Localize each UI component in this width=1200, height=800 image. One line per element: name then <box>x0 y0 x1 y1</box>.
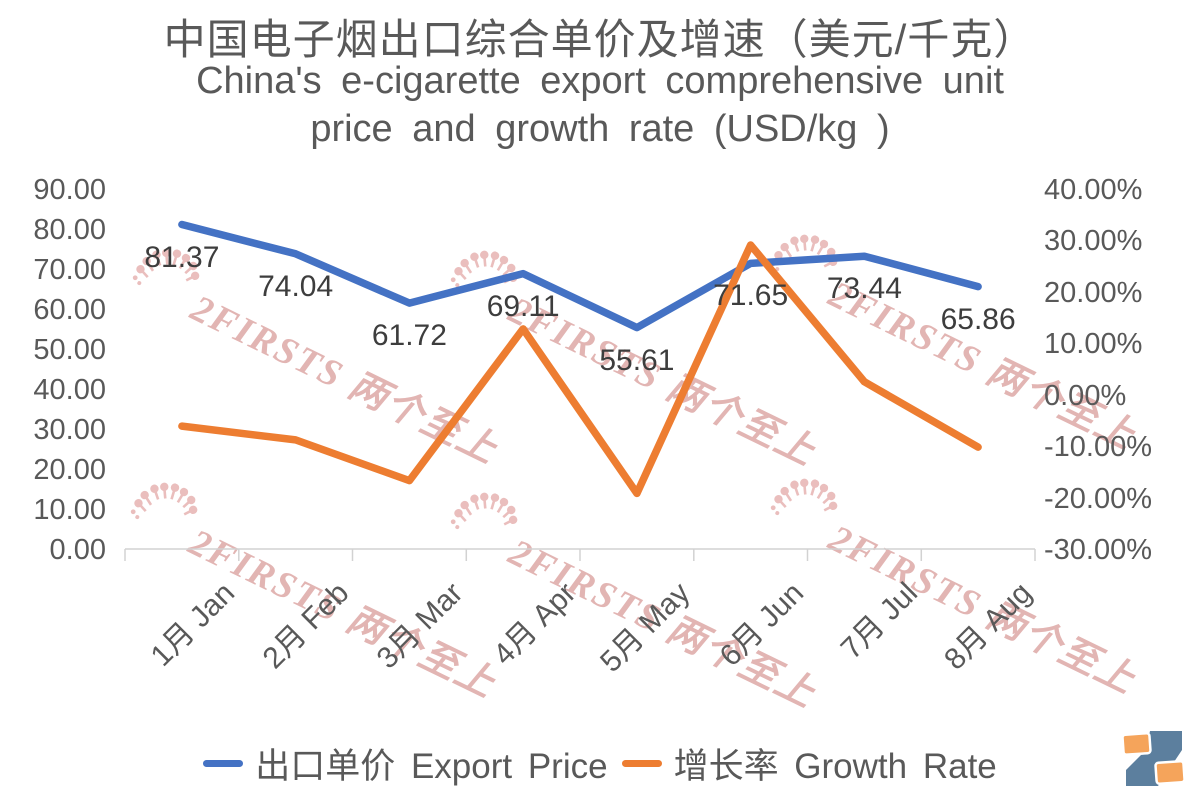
watermark: 2FIRSTS 两个至上 <box>439 238 833 476</box>
dandelion-icon <box>770 234 838 272</box>
logo-orange-block-top <box>1121 731 1152 756</box>
logo-orange-block-bottom <box>1154 759 1186 785</box>
dandelion-icon <box>132 248 200 286</box>
watermark: 2FIRSTS 两个至上 <box>439 480 833 718</box>
2firsts-logo-icon <box>1118 724 1188 790</box>
dandelion-icon <box>130 482 198 520</box>
legend: 出口单价 Export Price 增长率 Growth Rate <box>0 738 1200 789</box>
series-line <box>178 220 982 332</box>
legend-dash-icon <box>203 760 244 767</box>
series-line <box>178 241 982 498</box>
dandelion-icon <box>770 478 838 516</box>
watermark: 2FIRSTS 两个至上 <box>119 470 513 708</box>
dandelion-icon <box>450 250 518 288</box>
chart-title-en-line1: China's e-cigarette export comprehensive… <box>196 60 1004 102</box>
logo-z-shape <box>1126 731 1182 786</box>
watermark: 2FIRSTS 两个至上 <box>759 222 1153 460</box>
watermark: 2FIRSTS 两个至上 <box>759 466 1153 704</box>
legend-label: 增长率 Growth Rate <box>673 747 997 786</box>
legend-item: 出口单价 Export Price <box>203 738 608 789</box>
chart-title-zh: 中国电子烟出口综合单价及增速（美元/千克） <box>163 16 1037 63</box>
legend-label: 出口单价 Export Price <box>255 747 608 786</box>
legend-dash-icon <box>621 760 662 767</box>
chart-title-en-line2: price and growth rate (USD/kg ) <box>310 108 890 150</box>
legend-item: 增长率 Growth Rate <box>621 738 997 789</box>
dandelion-icon <box>450 492 518 530</box>
watermark: 2FIRSTS 两个至上 <box>121 236 515 474</box>
